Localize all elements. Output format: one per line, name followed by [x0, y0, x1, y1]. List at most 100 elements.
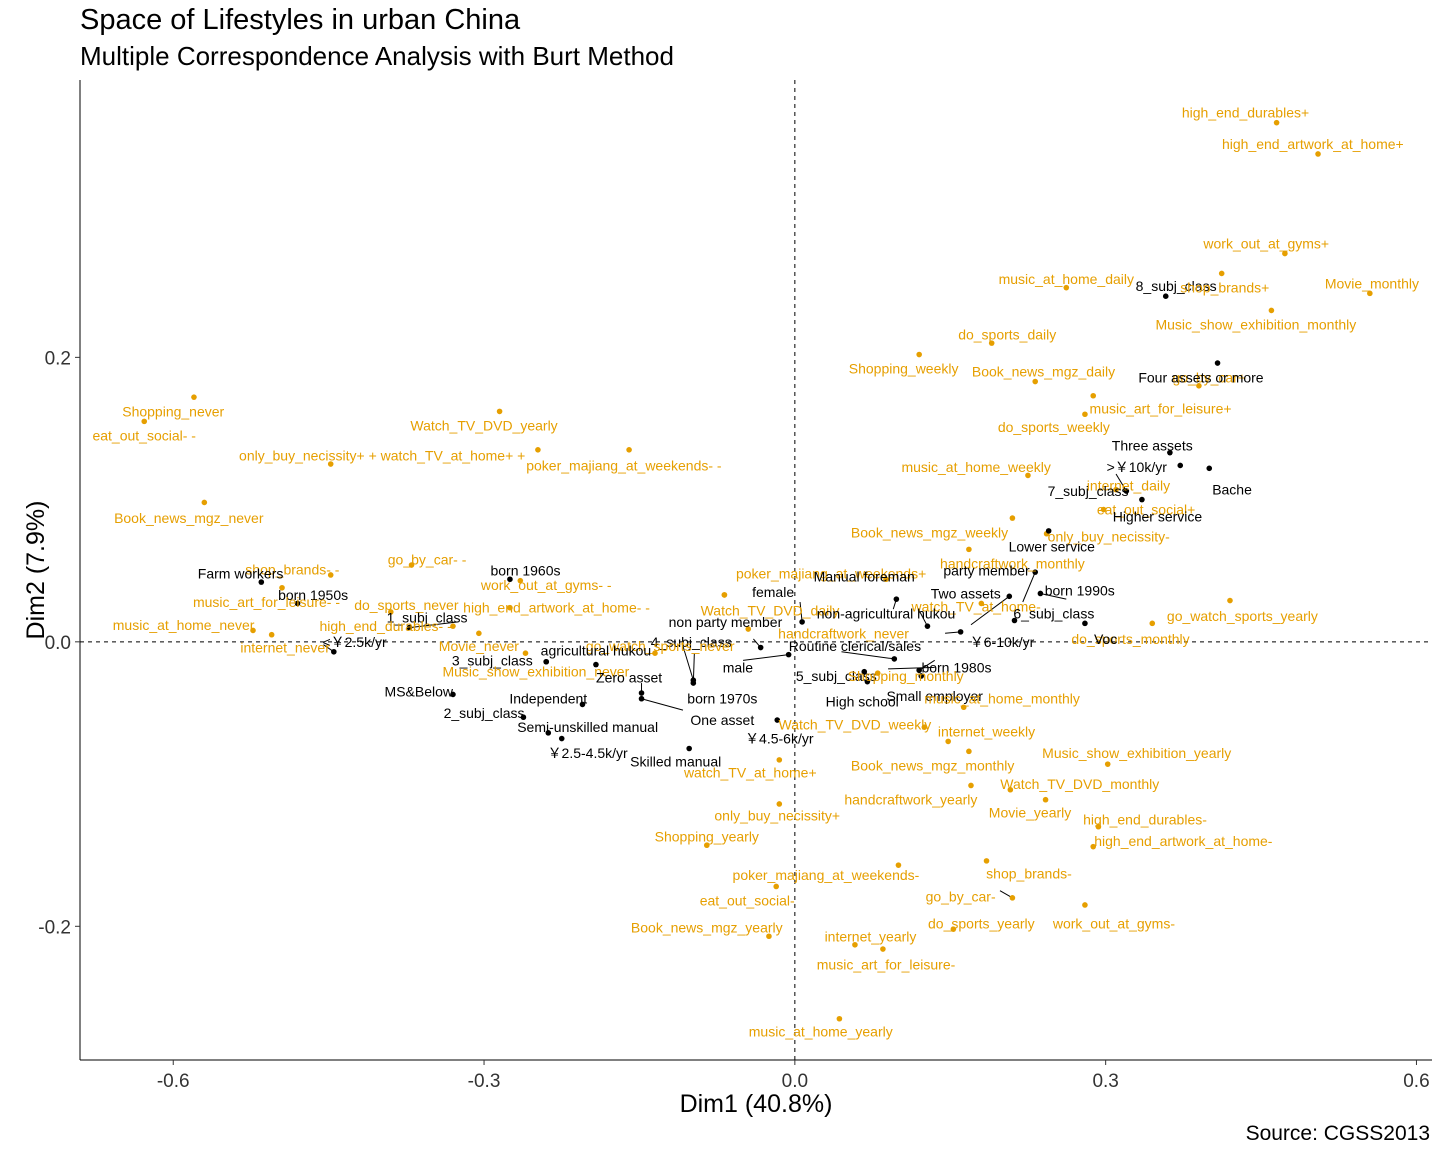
lifestyle-label: internet_weekly — [938, 723, 1035, 739]
social-label: ￥2.5-4.5k/yr — [548, 745, 628, 761]
social-label: Three assets — [1112, 438, 1193, 454]
social-label: Higher service — [1113, 509, 1203, 525]
label-connector — [1115, 473, 1127, 492]
social-label: Zero asset — [596, 669, 662, 685]
lifestyle-point — [496, 408, 503, 415]
lifestyle-point — [507, 604, 513, 611]
lifestyle-point — [968, 782, 974, 789]
lifestyle-label: poker_majiang_at_weekends+ — [736, 566, 926, 582]
social-label: 3_subj_class — [452, 652, 533, 668]
lifestyle-point — [201, 499, 208, 506]
chart-subtitle: Multiple Correspondence Analysis with Bu… — [80, 41, 674, 71]
social-label: Farm workers — [198, 566, 284, 582]
lifestyle-point — [950, 926, 957, 932]
chart-caption: Source: CGSS2013 — [1245, 1122, 1430, 1145]
lifestyle-point — [535, 447, 541, 453]
social-point — [891, 656, 898, 662]
lifestyle-label: high_end_artwork_at_home+ — [1222, 136, 1404, 152]
label-connector — [888, 666, 935, 670]
lifestyle-point — [1032, 378, 1039, 385]
social-point — [579, 701, 586, 708]
social-label: Four assets or more — [1138, 369, 1263, 385]
lifestyle-point — [745, 626, 752, 632]
lifestyle-point — [1095, 823, 1102, 830]
social-point — [638, 695, 645, 702]
lifestyle-label: work_out_at_gyms- — [1052, 915, 1176, 931]
social-point — [545, 730, 552, 736]
lifestyle-label: Book_news_mgz_daily — [972, 364, 1115, 380]
social-label: female — [752, 584, 794, 600]
social-point — [1045, 528, 1052, 534]
lifestyle-point — [279, 584, 285, 591]
lifestyle-point — [1007, 786, 1014, 793]
x-tick-label: 0.6 — [1403, 1071, 1429, 1092]
lifestyle-point — [1104, 761, 1111, 767]
label-connector — [1022, 571, 1036, 603]
lifestyle-point — [327, 461, 334, 467]
lifestyle-label: handcraftwork_never — [778, 625, 909, 641]
social-label: Manual foreman — [814, 568, 915, 584]
lifestyle-label: Music_show_exhibition_yearly — [1042, 745, 1231, 761]
social-point — [924, 623, 931, 629]
lifestyle-point — [408, 562, 415, 568]
lifestyle-point — [988, 340, 995, 346]
social-label: 7_subj_class — [1048, 483, 1129, 499]
lifestyle-label: internet_yearly — [825, 928, 917, 944]
x-tick-label: 0.0 — [782, 1071, 808, 1092]
x-tick-label: -0.3 — [468, 1071, 501, 1092]
lifestyle-point — [250, 627, 256, 634]
label-connector — [742, 654, 789, 661]
social-point — [690, 680, 697, 686]
lifestyle-label: internet_daily — [1087, 477, 1170, 493]
label-connector — [841, 651, 895, 660]
lifestyle-point — [1268, 307, 1275, 314]
lifestyle-label: Watch_TV_DVD_monthly — [1000, 776, 1159, 792]
lifestyle-label: go_by_car- — [926, 888, 996, 904]
social-point — [757, 644, 764, 651]
lifestyle-point — [880, 946, 886, 952]
lifestyle-point — [1090, 843, 1097, 850]
lifestyle-point — [836, 1015, 843, 1022]
lifestyle-label: Book_news_mgz_never — [114, 510, 264, 526]
lifestyle-point — [388, 609, 394, 615]
lifestyle-label: shop_brands+ — [1180, 280, 1269, 296]
lifestyle-label: watch_TV_at_home- — [911, 598, 1042, 614]
lifestyle-point — [1025, 472, 1031, 479]
social-point — [864, 678, 871, 685]
social-label: born 1960s — [490, 563, 560, 579]
lifestyle-label: Shopping_monthly — [848, 668, 964, 684]
social-label: 4_subj_class — [651, 634, 732, 650]
label-connectors — [323, 473, 1127, 899]
lifestyle-label: Book_news_mgz_weekly — [851, 524, 1008, 540]
lifestyle-point — [1090, 392, 1097, 399]
social-label: non-agricultural hukou — [817, 605, 956, 621]
social-label: born 1950s — [278, 587, 348, 603]
lifestyle-label: go_by_car- - — [388, 551, 467, 567]
lifestyle-point — [776, 757, 783, 763]
lifestyle-point — [450, 623, 456, 629]
lifestyle-label: music_art_for_leisure+ — [1090, 401, 1232, 417]
social-label: ￥6-10k/yr — [970, 634, 1035, 650]
social-label: Lower service — [1009, 539, 1096, 555]
social-point — [1206, 465, 1213, 472]
label-connector — [682, 645, 694, 681]
label-connector — [918, 610, 928, 627]
lifestyle-point — [916, 351, 922, 358]
lifestyle-label: music_art_for_leisure- — [817, 957, 956, 973]
label-connector — [918, 659, 935, 671]
lifestyle-label: handcraftwork_monthly — [940, 556, 1085, 572]
lifestyle-label: go_by_car+ — [1172, 369, 1246, 385]
social-label: 5_subj_class — [796, 668, 877, 684]
lifestyle-point — [776, 801, 783, 807]
social-point — [1037, 590, 1044, 597]
social-point — [918, 673, 925, 679]
lifestyle-label: watch_TV_at_home+ — [683, 765, 817, 781]
lifestyle-point — [1009, 515, 1016, 521]
lifestyle-point — [268, 631, 275, 638]
lifestyle-point — [921, 724, 928, 730]
lifestyle-label: high_end_durables+ — [1182, 105, 1309, 121]
social-point — [1177, 462, 1184, 469]
lifestyle-label: only_buy_necissity+ — [714, 807, 840, 823]
social-point — [1032, 569, 1039, 575]
